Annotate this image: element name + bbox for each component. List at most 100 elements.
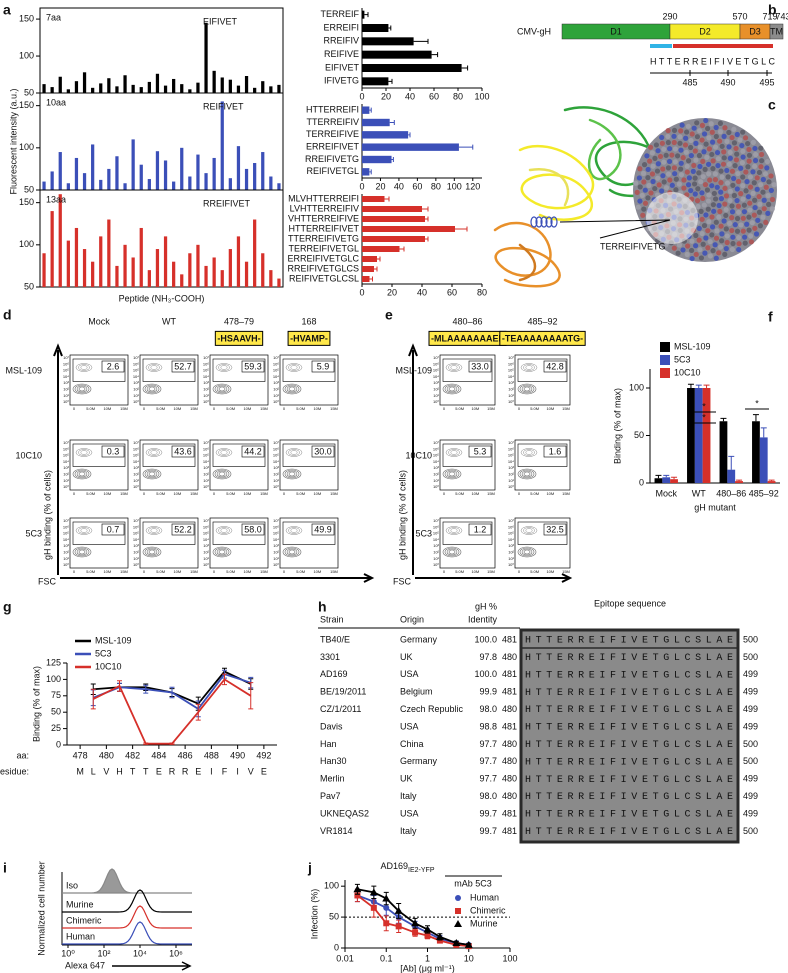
bar	[228, 249, 232, 287]
surface-atom	[660, 166, 666, 172]
surface-atom	[681, 177, 687, 183]
gate	[142, 443, 196, 467]
identity: 98.0	[479, 704, 497, 714]
flow-tick: 15M	[120, 491, 128, 496]
surface-atom	[641, 162, 648, 168]
category-label: RREIFIVETGLCS	[287, 263, 359, 273]
error-bar	[768, 479, 775, 482]
contour	[212, 546, 232, 558]
surface-atom	[764, 159, 771, 165]
start: 480	[502, 756, 517, 766]
contour	[445, 363, 463, 372]
origin: USA	[400, 721, 419, 731]
error-bar	[117, 680, 122, 692]
x-tick-label: 10⁴	[133, 948, 147, 958]
boundary: 570	[732, 11, 747, 21]
flow-tick: 10⁴	[63, 374, 69, 379]
contour	[450, 528, 458, 533]
contour	[286, 470, 298, 478]
surface-atom	[752, 157, 759, 164]
flow-tick: 10⁵	[63, 453, 69, 458]
surface-atom	[723, 226, 729, 232]
value-box	[101, 445, 125, 458]
strain: Han30	[320, 756, 347, 766]
contour	[78, 449, 90, 456]
y-tick-label: 50	[24, 184, 34, 194]
contour	[523, 386, 531, 392]
bar	[236, 236, 241, 287]
bar	[58, 194, 62, 287]
surface-atom	[701, 149, 707, 155]
start: 480	[502, 739, 517, 749]
flow-tick: 5.0M	[296, 406, 305, 411]
flow-tick: 10⁷	[203, 518, 209, 523]
panel-label: b	[768, 2, 777, 18]
surface-atom	[655, 148, 661, 154]
contour	[286, 548, 298, 556]
flow-tick: 10³	[203, 543, 209, 548]
bar	[362, 106, 370, 114]
contour	[214, 547, 230, 557]
structure-label: TERREIFIVETG	[600, 241, 666, 251]
value-box	[171, 445, 195, 458]
x-tick-label: 492	[256, 750, 271, 760]
gate	[442, 358, 493, 382]
surface-atom	[637, 198, 643, 204]
flow-tick: 15M	[487, 491, 495, 496]
surface-atom	[752, 163, 758, 169]
bar	[261, 253, 265, 287]
surface-atom	[737, 137, 743, 143]
x-tick-label: 120	[465, 181, 480, 191]
contour	[144, 547, 160, 557]
bar	[269, 176, 273, 190]
contour	[78, 527, 90, 534]
start: 480	[502, 774, 517, 784]
bar	[82, 249, 87, 287]
bar	[163, 85, 168, 93]
flow-tick: 0	[443, 569, 446, 574]
marker	[383, 920, 390, 927]
bar	[123, 183, 127, 190]
bar	[139, 87, 143, 93]
gate-value: 52.2	[174, 524, 192, 534]
histogram-label: Human	[66, 931, 95, 941]
surface-atom	[701, 131, 708, 137]
flow-tick: 15M	[330, 491, 338, 496]
surface-atom	[752, 225, 758, 231]
contour	[74, 547, 90, 557]
bar	[74, 81, 79, 93]
contour	[446, 470, 458, 478]
start: 480	[502, 704, 517, 714]
flow-tick: 10²	[433, 471, 439, 476]
surface-atom	[766, 201, 772, 208]
contour	[216, 470, 228, 478]
marker	[394, 906, 403, 914]
bar	[188, 89, 192, 93]
x-tick-label: 0.01	[336, 953, 354, 963]
category-label: TERREIFIVE	[306, 129, 359, 139]
surface-atom	[765, 210, 771, 216]
y-tick-label: 50	[24, 281, 34, 291]
identity: 98.8	[479, 721, 497, 731]
flow-tick: 10⁰	[433, 562, 439, 567]
surface-atom	[731, 175, 737, 182]
identity: 100.0	[474, 634, 497, 644]
column-header: WT	[162, 316, 176, 326]
category-label: LVHTTERREIFIV	[290, 203, 359, 213]
bar	[66, 89, 70, 93]
significance: *	[702, 401, 706, 411]
domain-label: TM	[770, 26, 783, 36]
surface-atom	[758, 182, 764, 188]
surface-atom	[722, 125, 728, 131]
surface-atom	[697, 163, 703, 170]
flow-tick: 10¹	[508, 556, 514, 561]
contour	[444, 469, 460, 479]
residue: H	[116, 766, 123, 776]
flow-tick: 10⁶	[508, 524, 514, 529]
surface-atom	[650, 163, 656, 169]
surface-atom	[718, 196, 725, 202]
surface-atom	[677, 134, 683, 140]
helix	[550, 216, 558, 228]
surface-atom	[640, 212, 646, 218]
